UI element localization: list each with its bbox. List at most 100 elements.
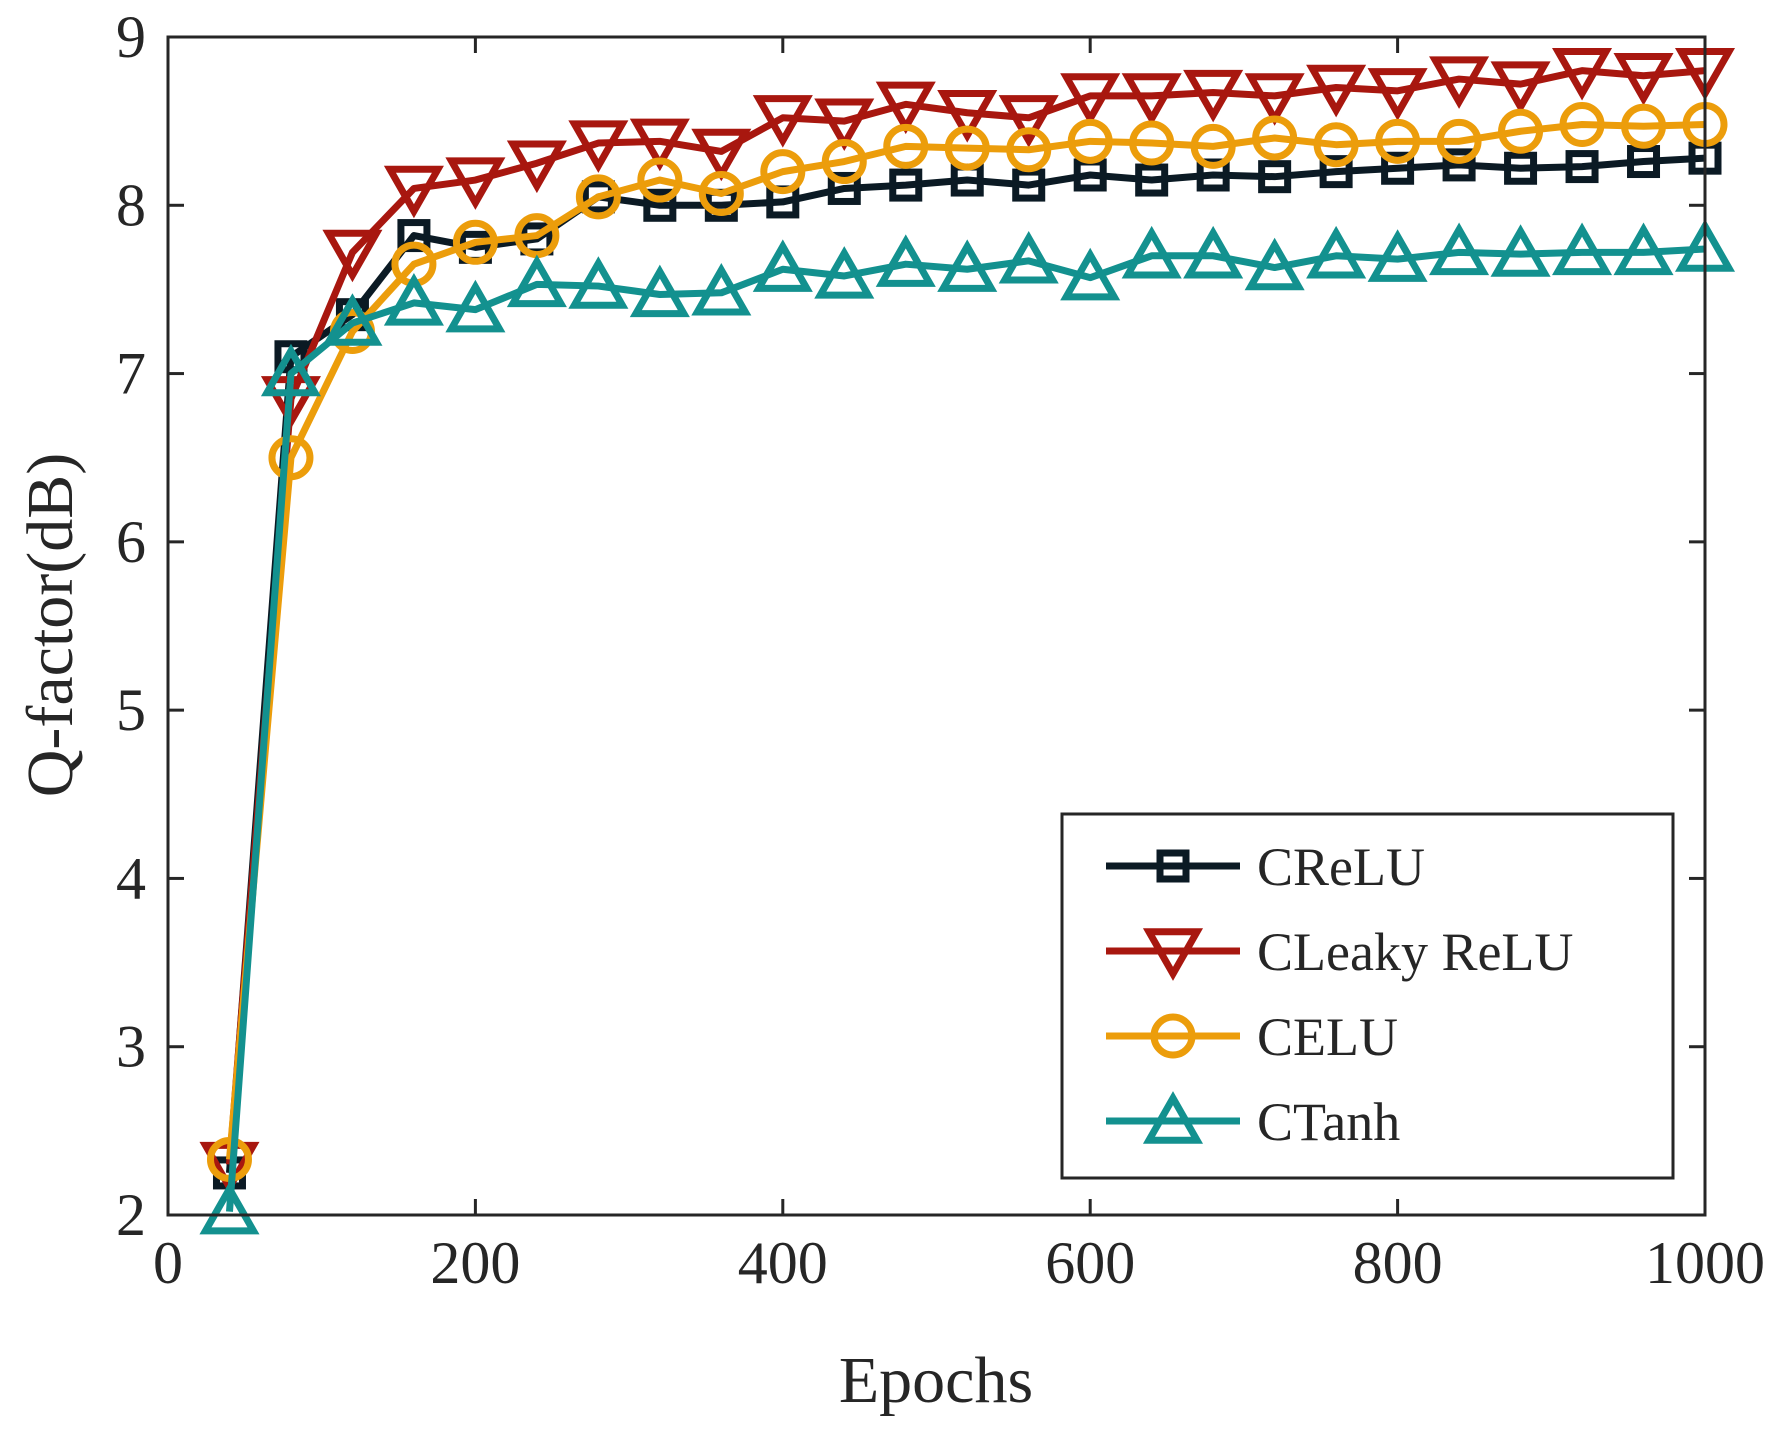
legend: CReLU CLeaky ReLU CELU CTanh <box>1060 812 1675 1180</box>
y-tick-label: 4 <box>116 845 146 911</box>
data-point-celu <box>637 157 683 203</box>
data-point-ctanh <box>322 293 383 346</box>
legend-marker-crelu <box>1156 849 1190 883</box>
data-point-ctanh <box>1183 225 1244 279</box>
data-point-ctanh <box>691 262 752 316</box>
data-point-ctanh <box>1060 247 1121 301</box>
data-point-celu <box>452 219 498 265</box>
data-point-celu <box>1190 123 1236 169</box>
x-tick-label: 200 <box>430 1230 520 1296</box>
data-point-celu <box>944 125 990 171</box>
data-point-celu <box>883 123 929 169</box>
data-point-celu <box>1313 122 1359 168</box>
data-point-cleaky-relu <box>752 95 813 148</box>
data-point-celu <box>575 174 621 220</box>
data-point-crelu <box>643 188 677 222</box>
data-point-cleaky-relu <box>1552 47 1613 101</box>
data-point-crelu <box>1442 148 1476 182</box>
data-point-cleaky-relu <box>1244 73 1305 126</box>
data-point-cleaky-relu <box>629 118 690 172</box>
data-point-ctanh <box>752 239 813 292</box>
data-point-celu <box>1006 127 1052 173</box>
data-point-crelu <box>827 171 861 205</box>
data-point-ctanh <box>1121 225 1182 279</box>
x-tick-label: 400 <box>738 1230 828 1296</box>
y-tick-label: 9 <box>116 4 146 70</box>
data-point-cleaky-relu <box>506 140 567 194</box>
data-point-ctanh <box>1490 224 1551 277</box>
data-point-crelu <box>1381 151 1415 185</box>
data-point-cleaky-relu <box>1183 69 1244 123</box>
data-point-celu <box>1559 102 1605 148</box>
data-point-ctanh <box>506 254 567 308</box>
data-point-cleaky-relu <box>445 157 506 210</box>
y-tick-label: 8 <box>116 172 146 238</box>
x-axis-label: Epochs <box>839 1344 1033 1417</box>
data-point-crelu <box>889 168 923 202</box>
series-ctanh <box>199 219 1736 1235</box>
data-point-cleaky-relu <box>998 95 1059 148</box>
data-point-celu <box>760 149 806 195</box>
data-point-celu <box>268 435 314 481</box>
series-layer <box>199 47 1736 1235</box>
legend-label-crelu: CReLU <box>1257 837 1425 897</box>
data-point-crelu <box>1319 155 1353 189</box>
data-point-ctanh <box>1552 222 1613 276</box>
data-point-cleaky-relu <box>322 229 383 283</box>
axes-layer <box>166 35 1707 1217</box>
legend-box <box>1060 812 1675 1180</box>
data-point-celu <box>821 139 867 185</box>
x-tick-label: 800 <box>1353 1230 1443 1296</box>
x-tick-label: 0 <box>153 1230 183 1296</box>
data-point-celu <box>698 171 744 217</box>
data-point-ctanh <box>260 343 321 397</box>
data-point-ctanh <box>1306 225 1367 279</box>
data-point-ctanh <box>814 246 875 299</box>
data-point-cleaky-relu <box>691 128 752 182</box>
x-tick-label: 600 <box>1045 1230 1135 1296</box>
data-point-crelu <box>1504 151 1538 185</box>
data-point-ctanh <box>1244 237 1305 291</box>
legend-marker-celu <box>1150 1013 1196 1059</box>
data-point-cleaky-relu <box>1306 64 1367 118</box>
data-point-ctanh <box>629 264 690 318</box>
data-point-cleaky-relu <box>568 120 629 173</box>
y-tick-label: 7 <box>116 341 146 407</box>
data-point-crelu <box>1135 163 1169 197</box>
series-line-celu <box>225 121 1706 1160</box>
series-line-cleaky-relu <box>225 67 1706 1165</box>
data-point-cleaky-relu <box>875 81 936 135</box>
data-point-celu <box>1067 118 1113 164</box>
data-point-celu <box>1498 108 1544 154</box>
data-point-cleaky-relu <box>1121 73 1182 126</box>
data-point-crelu <box>1565 150 1599 184</box>
plot-frame <box>166 35 1707 1217</box>
y-tick-label: 6 <box>116 509 146 575</box>
data-point-ctanh <box>998 230 1059 284</box>
data-point-cleaky-relu <box>1429 56 1490 109</box>
series-cleaky-relu <box>199 47 1736 1195</box>
legend-marker-cleaky-relu <box>1142 928 1204 981</box>
y-tick-label: 2 <box>116 1182 146 1248</box>
data-point-ctanh <box>1367 229 1428 282</box>
data-point-celu <box>1436 118 1482 164</box>
data-point-cleaky-relu <box>1367 68 1428 121</box>
data-point-cleaky-relu <box>814 98 875 151</box>
data-point-cleaky-relu <box>937 90 998 143</box>
x-tick-label: 1000 <box>1645 1230 1765 1296</box>
data-point-celu <box>1252 115 1298 161</box>
series-line-crelu <box>225 154 1706 1174</box>
data-point-cleaky-relu <box>383 165 444 219</box>
legend-marker-ctanh <box>1142 1091 1204 1144</box>
series-celu <box>206 102 1728 1182</box>
data-point-celu <box>1621 103 1667 149</box>
data-point-cleaky-relu <box>1490 61 1551 114</box>
data-point-ctanh <box>875 234 936 287</box>
data-point-celu <box>1375 118 1421 164</box>
data-point-ctanh <box>937 239 998 292</box>
series-line-ctanh <box>225 245 1706 1212</box>
y-axis-label: Q-factor(dB) <box>14 453 87 798</box>
data-point-cleaky-relu <box>1613 53 1674 106</box>
data-point-ctanh <box>1429 222 1490 276</box>
